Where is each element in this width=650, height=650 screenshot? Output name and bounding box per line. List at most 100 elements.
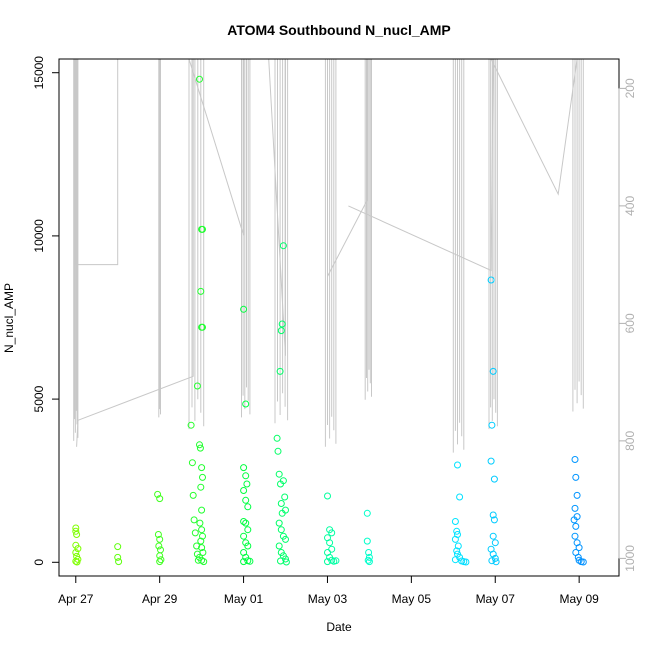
data-point-63 bbox=[240, 532, 248, 540]
data-point-84 bbox=[282, 506, 289, 514]
data-point-33 bbox=[199, 225, 206, 233]
data-point-83 bbox=[281, 493, 289, 501]
x-tick-label-5: May 07 bbox=[476, 592, 516, 606]
y-tick-label-2: 10000 bbox=[32, 219, 46, 253]
data-point-34 bbox=[197, 287, 205, 295]
data-point-42 bbox=[198, 506, 206, 514]
data-point-10 bbox=[114, 543, 122, 551]
y2-tick-label-2: 600 bbox=[623, 313, 637, 333]
data-point-39 bbox=[198, 464, 206, 472]
data-point-38 bbox=[196, 444, 204, 452]
data-point-2 bbox=[73, 531, 81, 538]
data-point-21 bbox=[156, 558, 164, 566]
data-point-71 bbox=[273, 434, 281, 442]
data-point-113 bbox=[454, 461, 461, 469]
data-point-154 bbox=[579, 558, 587, 566]
data-point-77 bbox=[275, 519, 283, 527]
data-point-0 bbox=[72, 524, 80, 532]
data-point-36 bbox=[199, 323, 206, 331]
y-tick-label-3: 15000 bbox=[32, 56, 46, 90]
data-point-132 bbox=[490, 516, 498, 524]
data-point-85 bbox=[277, 526, 285, 534]
data-point-53 bbox=[242, 400, 250, 408]
y2-tick-label-1: 400 bbox=[623, 196, 637, 216]
data-point-112 bbox=[451, 518, 459, 525]
data-point-78 bbox=[279, 242, 287, 250]
data-point-1 bbox=[72, 527, 80, 535]
data-point-52 bbox=[240, 305, 248, 313]
data-point-80 bbox=[277, 327, 285, 335]
x-tick-label-0: Apr 27 bbox=[58, 592, 94, 606]
data-point-72 bbox=[274, 447, 282, 455]
data-point-129 bbox=[487, 457, 495, 465]
data-point-22 bbox=[187, 421, 195, 429]
data-point-141 bbox=[572, 473, 580, 481]
data-point-143 bbox=[571, 504, 579, 512]
data-point-94 bbox=[324, 492, 331, 500]
secondary-trace-1 bbox=[76, 59, 194, 447]
data-point-117 bbox=[451, 535, 459, 543]
data-point-17 bbox=[155, 542, 163, 550]
data-point-106 bbox=[363, 509, 371, 517]
data-point-43 bbox=[196, 519, 204, 527]
data-point-128 bbox=[488, 421, 496, 429]
x-tick-label-4: May 05 bbox=[392, 592, 432, 606]
data-point-40 bbox=[199, 473, 206, 481]
data-point-65 bbox=[244, 542, 252, 550]
data-point-92 bbox=[277, 557, 284, 565]
data-point-13 bbox=[154, 490, 162, 498]
plot-frame bbox=[58, 58, 620, 577]
x-axis: Apr 27 Apr 29 May 01 May 03 May 05 May 07 May … bbox=[58, 575, 599, 606]
data-point-51 bbox=[200, 558, 208, 566]
y2-tick-label-4: 1000 bbox=[623, 545, 637, 572]
data-point-122 bbox=[451, 556, 459, 564]
data-point-136 bbox=[489, 550, 497, 558]
data-point-11 bbox=[114, 553, 122, 561]
data-point-58 bbox=[242, 496, 250, 504]
data-point-61 bbox=[242, 519, 250, 527]
y-axis-label: N_nucl_AMP bbox=[2, 283, 16, 353]
data-point-57 bbox=[240, 487, 248, 494]
data-point-131 bbox=[489, 511, 497, 519]
data-point-108 bbox=[365, 549, 373, 556]
data-point-54 bbox=[240, 464, 248, 472]
data-point-73 bbox=[275, 470, 283, 478]
y-axis: 0 5000 10000 15000 bbox=[32, 56, 60, 566]
x-tick-label-2: May 01 bbox=[224, 592, 264, 606]
data-point-59 bbox=[244, 503, 252, 511]
data-point-105 bbox=[332, 557, 340, 565]
data-point-107 bbox=[363, 537, 371, 545]
data-point-44 bbox=[198, 526, 206, 534]
data-point-138 bbox=[488, 557, 496, 565]
data-point-9 bbox=[73, 558, 81, 566]
data-point-4 bbox=[74, 545, 82, 553]
data-point-82 bbox=[279, 477, 287, 485]
data-point-145 bbox=[570, 516, 578, 524]
data-point-125 bbox=[462, 558, 470, 566]
data-point-62 bbox=[244, 526, 252, 534]
data-point-18 bbox=[157, 546, 164, 554]
data-point-118 bbox=[454, 542, 462, 550]
data-point-19 bbox=[156, 552, 164, 560]
data-point-15 bbox=[154, 531, 162, 538]
data-point-79 bbox=[278, 320, 286, 328]
data-point-115 bbox=[453, 527, 461, 535]
data-point-25 bbox=[190, 516, 198, 524]
data-point-27 bbox=[193, 542, 201, 550]
data-point-87 bbox=[282, 535, 289, 543]
data-point-70 bbox=[246, 557, 254, 565]
data-point-110 bbox=[364, 556, 372, 564]
y2-axis: 200 400 600 800 1000 bbox=[618, 78, 637, 572]
data-point-41 bbox=[197, 483, 205, 491]
data-point-14 bbox=[156, 495, 164, 503]
data-point-121 bbox=[456, 553, 464, 561]
data-point-12 bbox=[115, 558, 123, 566]
data-point-139 bbox=[492, 558, 500, 566]
scatter-points-layer bbox=[72, 75, 587, 566]
data-point-75 bbox=[277, 500, 285, 507]
data-point-140 bbox=[571, 456, 579, 463]
data-point-16 bbox=[156, 535, 164, 543]
x-tick-label-6: May 09 bbox=[559, 592, 599, 606]
data-point-96 bbox=[328, 529, 336, 537]
data-point-48 bbox=[199, 549, 207, 556]
